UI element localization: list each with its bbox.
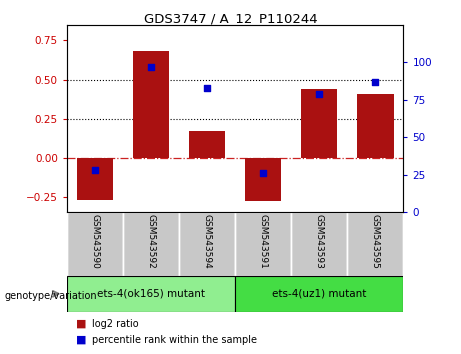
Text: ets-4(uz1) mutant: ets-4(uz1) mutant [272,289,366,299]
Point [315,91,323,97]
Point [91,167,99,173]
Text: GSM543591: GSM543591 [259,214,268,269]
Text: GSM543592: GSM543592 [147,214,155,269]
Text: percentile rank within the sample: percentile rank within the sample [92,335,257,345]
Point [147,64,154,70]
Text: GSM543595: GSM543595 [371,214,380,269]
Bar [123,212,179,276]
Bar [67,276,235,312]
Text: GDS3747 / A_12_P110244: GDS3747 / A_12_P110244 [144,12,317,25]
Bar [67,212,123,276]
Bar [189,131,225,158]
Text: log2 ratio: log2 ratio [92,319,139,329]
Bar [357,93,394,158]
Text: GSM543593: GSM543593 [315,214,324,269]
Text: GSM543594: GSM543594 [202,214,212,269]
Bar [235,212,291,276]
Bar [77,158,113,200]
Bar [301,89,337,158]
Text: ■: ■ [76,335,87,345]
Point [203,85,211,91]
Bar [245,158,281,201]
Text: genotype/variation: genotype/variation [5,291,97,301]
Bar [347,212,403,276]
Point [260,171,267,176]
Bar [291,212,347,276]
Bar [133,51,169,158]
Text: ■: ■ [76,319,87,329]
Bar [235,276,403,312]
Text: GSM543590: GSM543590 [90,214,100,269]
Bar [179,212,235,276]
Text: ets-4(ok165) mutant: ets-4(ok165) mutant [97,289,205,299]
Point [372,79,379,85]
